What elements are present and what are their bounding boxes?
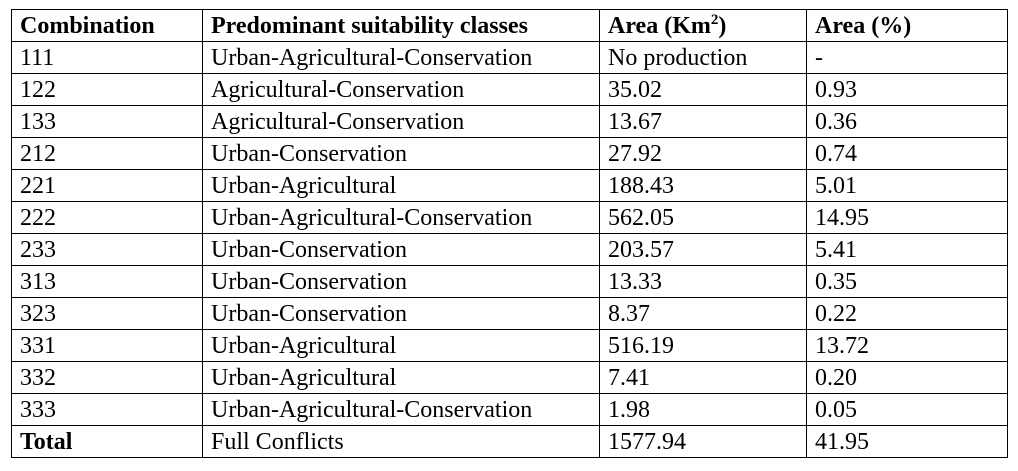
cell-area-percent: 0.93: [806, 73, 1008, 106]
cell-area-km2: 203.57: [599, 233, 807, 266]
cell-area-km2: 27.92: [599, 137, 807, 170]
table-row: 212 Urban-Conservation 27.92 0.74: [11, 137, 1008, 170]
cell-total-label: Total: [11, 425, 203, 458]
cell-combination: 222: [11, 201, 203, 234]
cell-classes: Urban-Agricultural-Conservation: [202, 201, 600, 234]
cell-combination: 122: [11, 73, 203, 106]
cell-combination: 332: [11, 361, 203, 394]
cell-area-percent: 5.01: [806, 169, 1008, 202]
suitability-conflicts-table: Combination Predominant suitability clas…: [11, 9, 1008, 458]
cell-area-km2: 7.41: [599, 361, 807, 394]
table-row: 222 Urban-Agricultural-Conservation 562.…: [11, 201, 1008, 234]
cell-total-area-percent: 41.95: [806, 425, 1008, 458]
table-row: 313 Urban-Conservation 13.33 0.35: [11, 265, 1008, 298]
cell-combination: 212: [11, 137, 203, 170]
cell-classes: Urban-Agricultural: [202, 329, 600, 362]
table-total-row: Total Full Conflicts 1577.94 41.95: [11, 425, 1008, 458]
cell-combination: 133: [11, 105, 203, 138]
table-row: 233 Urban-Conservation 203.57 5.41: [11, 233, 1008, 266]
cell-classes: Urban-Agricultural-Conservation: [202, 41, 600, 74]
cell-area-percent: 0.05: [806, 393, 1008, 426]
table-row: 133 Agricultural-Conservation 13.67 0.36: [11, 105, 1008, 138]
cell-classes: Urban-Agricultural: [202, 361, 600, 394]
header-area-km2-superscript: 2: [710, 11, 719, 28]
cell-classes: Urban-Agricultural-Conservation: [202, 393, 600, 426]
table-row: 332 Urban-Agricultural 7.41 0.20: [11, 361, 1008, 394]
cell-combination: 233: [11, 233, 203, 266]
header-combination: Combination: [11, 9, 203, 42]
cell-total-area-km2: 1577.94: [599, 425, 807, 458]
cell-combination: 333: [11, 393, 203, 426]
table-row: 221 Urban-Agricultural 188.43 5.01: [11, 169, 1008, 202]
cell-area-km2: 562.05: [599, 201, 807, 234]
header-suitability-classes: Predominant suitability classes: [202, 9, 600, 42]
table-row: 111 Urban-Agricultural-Conservation No p…: [11, 41, 1008, 74]
cell-area-percent: 0.22: [806, 297, 1008, 330]
cell-classes: Urban-Conservation: [202, 233, 600, 266]
cell-combination: 111: [11, 41, 203, 74]
cell-area-percent: 0.35: [806, 265, 1008, 298]
cell-area-percent: 13.72: [806, 329, 1008, 362]
cell-area-km2: No production: [599, 41, 807, 74]
cell-area-km2: 8.37: [599, 297, 807, 330]
cell-classes: Urban-Agricultural: [202, 169, 600, 202]
header-area-km2-prefix: Area (Km: [608, 12, 711, 39]
table-row: 333 Urban-Agricultural-Conservation 1.98…: [11, 393, 1008, 426]
cell-area-percent: 0.20: [806, 361, 1008, 394]
cell-total-classes: Full Conflicts: [202, 425, 600, 458]
cell-classes: Urban-Conservation: [202, 297, 600, 330]
cell-classes: Urban-Conservation: [202, 137, 600, 170]
cell-classes: Urban-Conservation: [202, 265, 600, 298]
cell-classes: Agricultural-Conservation: [202, 105, 600, 138]
cell-area-km2: 13.33: [599, 265, 807, 298]
table-row: 122 Agricultural-Conservation 35.02 0.93: [11, 73, 1008, 106]
cell-area-percent: 5.41: [806, 233, 1008, 266]
cell-combination: 331: [11, 329, 203, 362]
header-area-km2: Area (Km2): [599, 9, 807, 42]
cell-area-percent: 14.95: [806, 201, 1008, 234]
cell-combination: 221: [11, 169, 203, 202]
cell-classes: Agricultural-Conservation: [202, 73, 600, 106]
cell-area-km2: 35.02: [599, 73, 807, 106]
cell-area-km2: 13.67: [599, 105, 807, 138]
cell-area-km2: 188.43: [599, 169, 807, 202]
header-area-percent: Area (%): [806, 9, 1008, 42]
cell-area-km2: 1.98: [599, 393, 807, 426]
cell-combination: 323: [11, 297, 203, 330]
cell-combination: 313: [11, 265, 203, 298]
cell-area-percent: -: [806, 41, 1008, 74]
cell-area-percent: 0.36: [806, 105, 1008, 138]
header-area-km2-suffix: ): [718, 12, 727, 39]
table-row: 331 Urban-Agricultural 516.19 13.72: [11, 329, 1008, 362]
cell-area-km2: 516.19: [599, 329, 807, 362]
cell-area-percent: 0.74: [806, 137, 1008, 170]
table-header-row: Combination Predominant suitability clas…: [11, 9, 1008, 42]
table-row: 323 Urban-Conservation 8.37 0.22: [11, 297, 1008, 330]
